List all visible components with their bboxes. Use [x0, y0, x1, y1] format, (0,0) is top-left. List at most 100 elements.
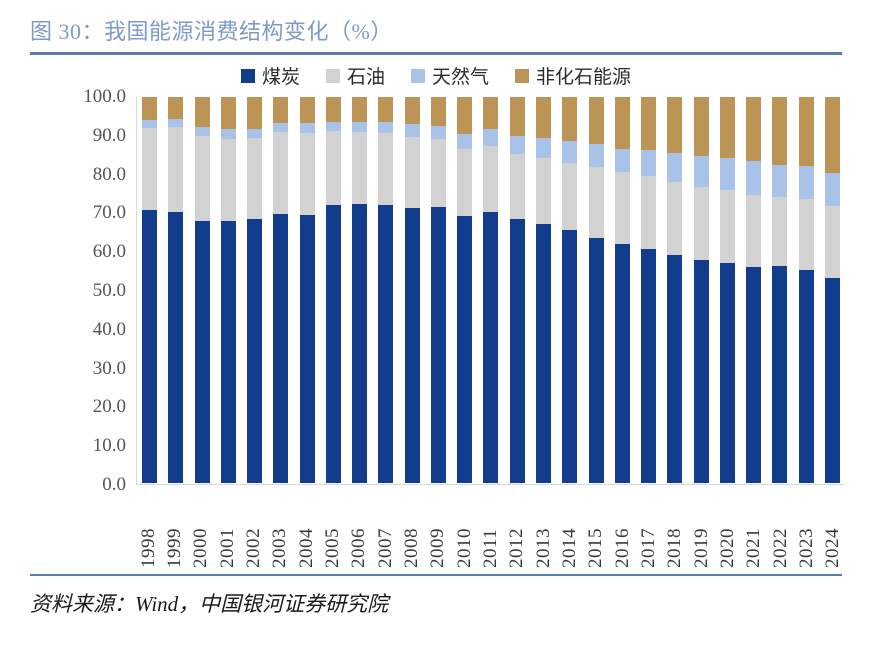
x-axis-tick-label: 1999 [163, 528, 185, 568]
legend-swatch-icon [240, 68, 255, 83]
x-axis-tick-label: 2001 [216, 528, 238, 568]
x-axis-tick-label: 2022 [769, 528, 791, 568]
x-axis-tick-label: 2017 [638, 528, 660, 568]
y-axis-tick-label: 90.0 [92, 124, 126, 146]
bar-column [772, 97, 788, 483]
bar-segment [168, 127, 184, 212]
bar-segment [824, 173, 840, 207]
bar-segment [746, 266, 762, 483]
bar-segment [562, 141, 578, 163]
bar-column [404, 97, 420, 483]
x-axis-tick-label: 2024 [822, 528, 844, 568]
bar-segment [378, 97, 394, 122]
x-axis-tick-label: 2002 [242, 528, 264, 568]
y-axis: 0.0 10.0 20.0 30.0 40.0 50.0 60.0 70.0 80.0 90.0 1… [58, 86, 134, 495]
bar-segment [273, 213, 289, 483]
bar-segment [352, 122, 368, 133]
x-axis-tick: 2023 [796, 488, 817, 568]
bar-segment [220, 138, 236, 221]
bar-segment [168, 97, 184, 120]
bar-segment [352, 204, 368, 483]
bar-segment [693, 156, 709, 187]
bar-column [378, 97, 394, 483]
bar-segment [168, 119, 184, 128]
y-axis-tick-label: 10.0 [92, 435, 126, 457]
bar-column [352, 97, 368, 483]
x-axis-tick: 1999 [164, 488, 185, 568]
x-axis-tick-label: 2006 [348, 528, 370, 568]
bar-segment [483, 212, 499, 483]
bar-segment [430, 125, 446, 139]
x-axis-tick: 2021 [743, 488, 764, 568]
x-axis-tick-label: 2018 [664, 528, 686, 568]
bar-segment [693, 186, 709, 261]
y-axis-tick-label: 40.0 [92, 318, 126, 340]
bar-segment [325, 121, 341, 131]
bar-segment [325, 205, 341, 483]
page-title: 图 30：我国能源消费结构变化（%） [30, 19, 393, 44]
bar-column [824, 97, 840, 483]
bar-column [509, 97, 525, 483]
bar-segment [772, 196, 788, 267]
bar-segment [483, 97, 499, 130]
bar-segment [614, 172, 630, 244]
bar-segment [194, 127, 210, 136]
bar-segment [588, 97, 604, 145]
bar-segment [693, 260, 709, 483]
x-axis-tick-label: 2007 [374, 528, 396, 568]
y-axis-tick-label: 30.0 [92, 357, 126, 379]
x-axis-tick-label: 2010 [453, 528, 475, 568]
bar-column [142, 97, 157, 483]
bar-column [719, 97, 735, 483]
x-axis-tick: 2008 [401, 488, 422, 568]
bar-segment [509, 97, 525, 136]
bar-segment [168, 211, 184, 483]
x-axis-tick: 2020 [717, 488, 738, 568]
bar-segment [719, 158, 735, 191]
bar-segment [247, 129, 263, 139]
x-axis-tick-label: 2009 [427, 528, 449, 568]
x-axis-tick-label: 2003 [269, 528, 291, 568]
bar-column [641, 97, 657, 483]
y-axis-tick-label: 100.0 [83, 86, 126, 107]
bar-column [562, 97, 578, 483]
source-note: 资料来源：Wind，中国银河证券研究院 [30, 592, 389, 616]
bar-column [483, 97, 499, 483]
x-axis-tick: 2004 [296, 488, 317, 568]
x-axis-tick: 2017 [638, 488, 659, 568]
x-axis-tick-label: 2014 [559, 528, 580, 568]
bar-segment [430, 207, 446, 483]
footer-divider [30, 574, 842, 576]
bar-column [247, 97, 263, 483]
x-axis-tick: 2015 [585, 488, 606, 568]
bar-segment [325, 97, 341, 122]
legend-label: 煤炭 [261, 67, 300, 88]
bar-segment [142, 97, 157, 120]
bar-group [138, 97, 844, 483]
bar-column [693, 97, 709, 483]
bar-segment [798, 97, 814, 167]
bar-column [667, 97, 683, 483]
bar-segment [588, 166, 604, 238]
bar-segment [430, 138, 446, 208]
x-axis-tick: 2007 [375, 488, 396, 568]
bar-segment [457, 148, 473, 216]
bar-segment [667, 97, 683, 153]
bar-segment [719, 190, 735, 264]
bar-segment [719, 263, 735, 483]
x-axis-tick-label: 2016 [611, 528, 633, 568]
bar-segment [562, 97, 578, 142]
bar-segment [325, 130, 341, 206]
bar-column [168, 97, 184, 483]
x-axis-tick-label: 2020 [717, 528, 739, 568]
bar-segment [588, 237, 604, 483]
legend-label: 非化石能源 [536, 67, 632, 88]
y-axis-tick-label: 20.0 [92, 396, 126, 418]
bar-column [614, 97, 630, 483]
bar-segment [404, 137, 420, 208]
x-axis-tick-label: 1998 [137, 528, 159, 568]
bar-segment [457, 133, 473, 149]
bar-segment [588, 144, 604, 167]
chart-legend: 煤炭 石油 天然气 非化石能源 [0, 62, 872, 89]
bar-segment [299, 132, 315, 215]
